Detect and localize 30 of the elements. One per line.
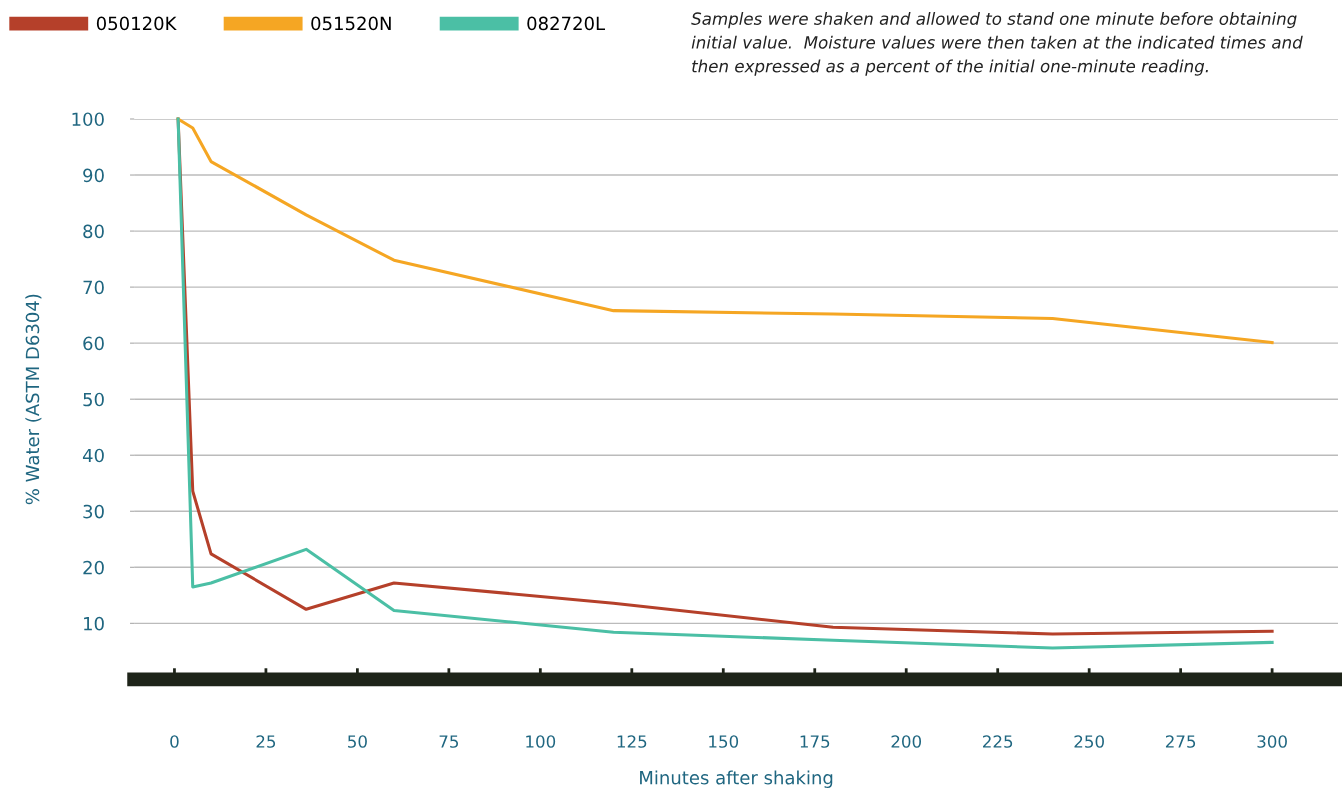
x-tick-label: 275 — [1165, 735, 1196, 748]
y-tick-label: 100 — [72, 112, 104, 127]
legend-label: 082720L — [527, 16, 606, 31]
y-tick-label: 70 — [83, 280, 104, 295]
line-series — [176, 117, 1274, 345]
y-tick-label: 20 — [83, 560, 104, 575]
x-tick-label: 125 — [617, 735, 647, 748]
x-tick-label: 50 — [348, 735, 367, 748]
x-tick-label: 0 — [170, 735, 179, 748]
text: Samples were shaken and allowed to stand one minute before obtaining initial value. Moisture values were then taken at the indicated times and then expressed as a percent of the initial one-minute reading. — [691, 12, 1303, 76]
y-tick-label: 60 — [83, 336, 104, 351]
y-tick-label: 10 — [84, 616, 104, 631]
x-tick-label: 150 — [709, 735, 739, 748]
x-axis-title: Minutes after shaking — [640, 770, 833, 788]
x-tick-label: 100 — [526, 735, 556, 748]
y-tick-label: 80 — [83, 224, 104, 239]
legend-label: 051520N — [311, 16, 391, 31]
x-tick-label: 250 — [1074, 735, 1104, 748]
y-tick-label: 40 — [82, 448, 104, 463]
y-tick-label: 30 — [83, 504, 104, 519]
y-tick-label: 50 — [83, 392, 104, 407]
x-tick-label: 225 — [983, 735, 1013, 748]
x-tick-label: 25 — [256, 735, 276, 748]
x-tick-label: 300 — [1257, 735, 1287, 748]
x-tick-label: 200 — [891, 735, 922, 748]
legend-label: 050120K — [96, 16, 177, 31]
x-tick-label: 175 — [800, 735, 830, 748]
y-tick-label: 90 — [83, 168, 104, 183]
x-tick-label: 75 — [439, 735, 459, 748]
y-axis-title: % Water (ASTM D6304) — [25, 294, 42, 505]
